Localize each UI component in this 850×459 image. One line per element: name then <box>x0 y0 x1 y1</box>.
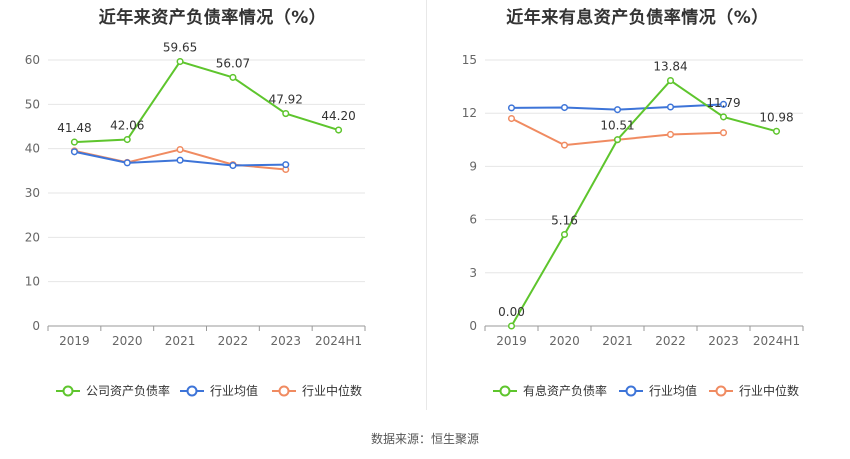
data-point <box>507 322 516 330</box>
data-label: 42.06 <box>110 119 144 133</box>
legend-marker <box>62 385 74 397</box>
y-tick-label: 6 <box>469 213 477 227</box>
data-point <box>666 103 675 111</box>
legend-item: 有息资产负债率 <box>493 383 607 398</box>
y-tick-label: 10 <box>25 275 40 289</box>
x-tick-label: 2019 <box>496 334 527 348</box>
legend-item: 行业中位数 <box>709 383 799 398</box>
data-point <box>507 114 516 123</box>
legend-item: 行业均值 <box>619 383 697 398</box>
data-label: 10.51 <box>600 119 634 133</box>
data-label: 11.79 <box>706 96 740 110</box>
legend-item: 行业均值 <box>180 383 258 398</box>
x-tick-label: 2020 <box>112 334 143 348</box>
series-industry_avg <box>507 100 728 114</box>
asset-liability-chart-panel: 近年来资产负债率情况（%） 0 10 20 30 40 50 60 2019 2020 2021 2… <box>0 0 425 420</box>
data-point <box>282 110 290 118</box>
data-label: 47.92 <box>269 93 303 107</box>
y-tick-label: 12 <box>462 106 477 120</box>
legend-label: 行业中位数 <box>739 383 799 398</box>
legend-label: 行业均值 <box>649 383 697 398</box>
data-point <box>560 103 569 112</box>
legend-label: 行业中位数 <box>302 383 362 398</box>
data-label: 56.07 <box>216 56 250 70</box>
legend-label: 公司资产负债率 <box>86 383 170 398</box>
y-tick-label: 0 <box>32 319 40 333</box>
data-point <box>70 138 78 146</box>
panel-divider <box>426 0 427 410</box>
legend-marker <box>499 385 511 397</box>
series-company <box>507 77 781 330</box>
x-tick-label: 2022 <box>218 334 249 348</box>
data-point <box>666 77 675 85</box>
chart-title: 近年来资产负债率情况（%） <box>98 8 327 28</box>
series-industry_avg <box>70 148 290 170</box>
data-point <box>176 156 184 164</box>
x-tick-label: 2024H1 <box>315 334 362 348</box>
y-tick-label: 15 <box>462 53 477 67</box>
data-point <box>70 148 78 156</box>
legend-label: 有息资产负债率 <box>523 383 607 398</box>
data-source-label: 数据来源：恒生聚源 <box>370 432 479 446</box>
data-point <box>613 136 622 144</box>
data-point <box>613 106 622 114</box>
data-point <box>666 130 675 139</box>
legend-item: 公司资产负债率 <box>56 383 170 398</box>
series-company <box>70 58 343 146</box>
x-tick-label: 2021 <box>165 334 196 348</box>
data-label: 44.20 <box>321 109 355 123</box>
x-tick-label: 2020 <box>549 334 580 348</box>
data-label: 59.65 <box>163 41 197 55</box>
x-tick-label: 2022 <box>655 334 686 348</box>
legend-marker <box>625 385 637 397</box>
x-tick-label: 2021 <box>602 334 633 348</box>
data-point <box>560 230 569 239</box>
data-point <box>229 73 237 81</box>
data-label: 10.98 <box>759 110 793 124</box>
data-point <box>282 161 290 169</box>
y-tick-label: 40 <box>25 142 40 156</box>
interest-bearing-liability-chart: 0 3 6 9 12 15 2019 2020 2021 2022 2023 2024H1 0.00 5.… <box>462 53 804 398</box>
x-tick-label: 2024H1 <box>753 334 800 348</box>
y-tick-label: 3 <box>469 266 477 280</box>
x-tick-label: 2019 <box>59 334 90 348</box>
legend-label: 行业均值 <box>210 383 258 398</box>
data-point <box>772 127 781 135</box>
data-point <box>176 58 184 66</box>
data-point <box>507 104 516 112</box>
data-label: 0.00 <box>498 305 525 319</box>
y-tick-label: 60 <box>25 53 40 67</box>
data-point <box>123 159 131 167</box>
grid-lines <box>48 59 365 283</box>
legend-marker <box>278 385 290 397</box>
legend-item: 行业中位数 <box>272 383 362 398</box>
y-tick-label: 0 <box>469 319 477 333</box>
data-label: 5.16 <box>551 213 578 227</box>
data-point <box>719 129 728 137</box>
data-point <box>123 135 131 144</box>
interest-bearing-liability-chart-panel: 近年来有息资产负债率情况（%） 0 3 6 9 12 15 2019 2020 2021 2022… <box>425 0 850 420</box>
y-tick-label: 30 <box>25 186 40 200</box>
data-point <box>229 161 237 170</box>
data-label: 13.84 <box>653 60 687 74</box>
y-tick-label: 50 <box>25 97 40 111</box>
series-line <box>74 60 339 144</box>
chart-title: 近年来有息资产负债率情况（%） <box>506 8 769 28</box>
data-label: 41.48 <box>57 121 91 135</box>
asset-liability-chart: 0 10 20 30 40 50 60 2019 2020 2021 2022 2023 2024H1 4… <box>25 41 366 398</box>
grid-lines <box>485 59 803 274</box>
y-tick-label: 20 <box>25 230 40 244</box>
data-point <box>719 100 728 108</box>
legend-marker <box>715 385 727 397</box>
x-tick-label: 2023 <box>708 334 739 348</box>
data-point <box>719 113 728 121</box>
y-tick-label: 9 <box>469 159 477 173</box>
data-point <box>176 146 184 154</box>
data-point <box>335 126 343 134</box>
series-line <box>510 79 777 327</box>
legend-marker <box>186 385 198 397</box>
x-tick-label: 2023 <box>270 334 301 348</box>
data-point <box>560 141 569 149</box>
